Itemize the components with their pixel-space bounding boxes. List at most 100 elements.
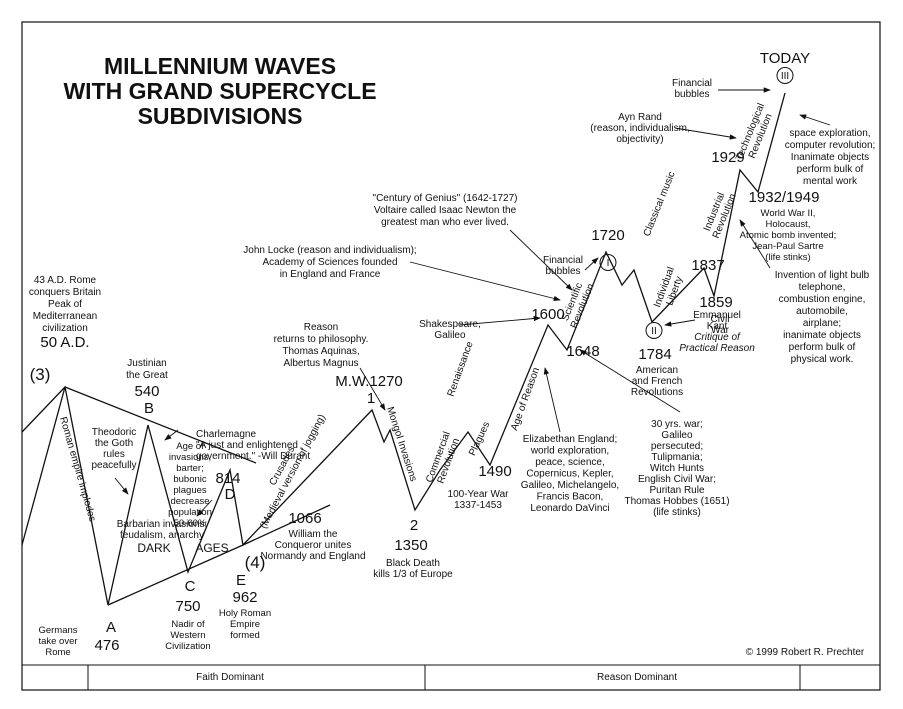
annotation: Invention of light bulbtelephone,combust…: [775, 270, 870, 365]
trend-line: [107, 504, 331, 606]
arrow: [409, 261, 561, 302]
annotation-line: Galileo: [661, 430, 693, 441]
annotation: C: [185, 578, 196, 595]
annotation-line: decrease: [170, 496, 209, 507]
annotation-line: Civilization: [165, 641, 210, 652]
annotation-line: combustion engine,: [779, 294, 866, 305]
annotation: 1350: [394, 537, 427, 554]
annotation-line: Kant: [707, 321, 728, 332]
annotation: 30 yrs. war;Galileopersecuted;Tulipmania…: [624, 419, 729, 518]
annotation-line: American: [636, 365, 678, 376]
annotation-line: Academy of Sciences founded: [262, 257, 397, 268]
arrow: [196, 499, 213, 517]
annotation-line: Leonardo DaVinci: [530, 503, 609, 514]
annotation: Age of Reason: [509, 366, 542, 432]
annotation-line: bubbles: [545, 266, 580, 277]
annotation: Reason Dominant: [597, 672, 677, 683]
frame: [21, 21, 881, 691]
annotation-line: M.W.1270: [335, 373, 403, 390]
arrow: [114, 477, 129, 495]
annotation: 476: [94, 637, 119, 654]
annotation-line: Atomic bomb invented;: [740, 230, 837, 241]
annotation-line: Nadir of: [171, 619, 205, 630]
annotation-line: TODAY: [760, 50, 810, 67]
annotation-line: bubonic: [173, 474, 207, 485]
annotation-line: Plagues: [467, 420, 492, 457]
annotation-line: world exploration,: [530, 446, 609, 457]
annotation-line: John Locke (reason and individualism);: [243, 245, 416, 256]
annotation: Renaissance: [446, 340, 476, 399]
annotation-line: B: [144, 400, 154, 417]
arrow: [509, 229, 573, 291]
annotation-line: (4): [245, 553, 266, 572]
annotation-line: Peak of: [48, 299, 82, 310]
annotation: Ayn Rand(reason, individualism,objectivi…: [590, 112, 690, 145]
annotation-line: inanimate objects: [783, 330, 861, 341]
annotation-line: Theodoric: [92, 427, 136, 438]
annotation-line: Western: [170, 630, 205, 641]
annotation-line: peacefully: [91, 460, 136, 471]
annotation: 50 A.D.: [40, 334, 89, 351]
annotation: E: [236, 572, 246, 589]
annotation-line: Inanimate objects: [791, 152, 869, 163]
title-line: MILLENNIUM WAVES: [104, 53, 336, 79]
annotation-line: E: [236, 572, 246, 589]
annotation-line: 1784: [638, 346, 671, 363]
annotation-line: "A just and enlightened: [196, 440, 298, 451]
annotation-line: feudalism, anarchy: [120, 530, 204, 541]
annotation-line: III: [781, 71, 789, 82]
annotation: 1066: [288, 510, 321, 527]
arrow: [799, 114, 831, 126]
channel-line: [64, 386, 257, 464]
annotation-line: AGES: [195, 541, 228, 555]
annotation-line: mental work: [803, 176, 858, 187]
annotation: Plagues: [467, 420, 492, 457]
annotation-line: Reason Dominant: [597, 672, 677, 683]
annotation-line: 1932/1949: [749, 189, 820, 206]
annotation-line: Galileo, Michelangelo,: [521, 480, 619, 491]
annotation-line: airplane;: [803, 318, 841, 329]
annotation: Faith Dominant: [196, 672, 264, 683]
annotation-line: 43 A.D. Rome: [34, 275, 97, 286]
annotation-line: plagues: [173, 485, 207, 496]
annotation-line: A: [106, 619, 116, 636]
annotation: B: [144, 400, 154, 417]
annotation: 1490: [478, 463, 511, 480]
arrow: [579, 349, 681, 413]
annotation-line: bubbles: [674, 89, 709, 100]
annotation-line: "Century of Genius" (1642-1727): [373, 193, 518, 204]
annotation-line: physical work.: [791, 354, 854, 365]
annotation-line: barter;: [176, 463, 203, 474]
arrow: [674, 127, 737, 140]
annotation-line: Puritan Rule: [649, 485, 704, 496]
annotation-line: Faith Dominant: [196, 672, 264, 683]
annotation-line: peace, science,: [535, 457, 605, 468]
annotation-line: War: [711, 325, 730, 336]
annotation-line: perform bulk of: [797, 164, 864, 175]
annotation-line: Mediterranean: [33, 311, 97, 322]
arrow: [584, 257, 599, 271]
annotation-line: (3): [30, 365, 51, 384]
annotation: AGES: [195, 541, 228, 555]
annotation-line: space exploration,: [789, 128, 870, 139]
annotation-line: Conqueror unites: [275, 540, 352, 551]
annotation-line: rules: [103, 449, 125, 460]
annotation-line: Tulipmania;: [651, 452, 702, 463]
annotation-line: English Civil War;: [638, 474, 716, 485]
annotation-line: Financial: [543, 255, 583, 266]
annotation: (4): [245, 553, 266, 572]
annotation-line: 1929: [711, 149, 744, 166]
annotation: Elizabethan England;world exploration,pe…: [521, 434, 619, 514]
annotation-line: returns to philosophy.: [274, 334, 369, 345]
annotation-line: 100-Year War: [448, 489, 510, 500]
